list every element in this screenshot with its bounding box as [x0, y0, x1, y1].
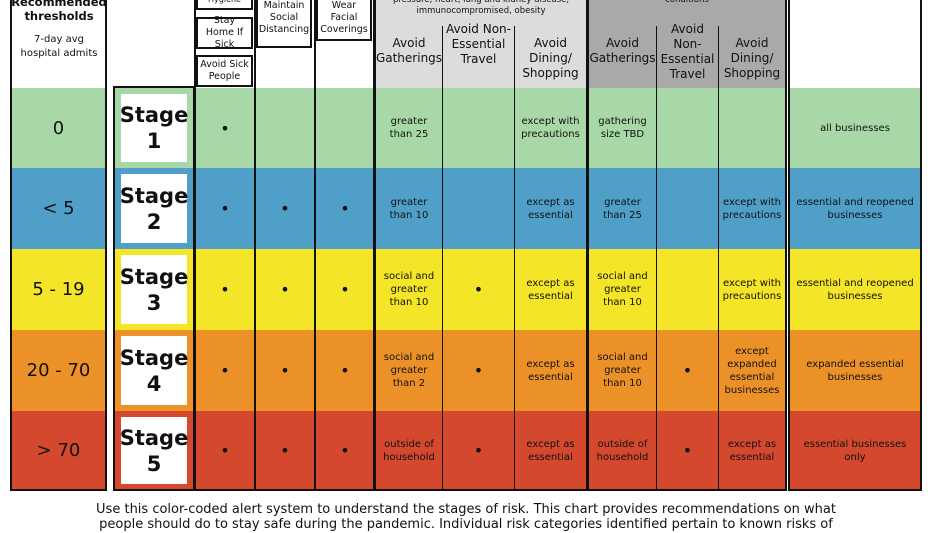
- distancing-dot: •: [280, 441, 290, 460]
- seven-day-avg-label: 7-day avg hospital admits: [20, 34, 98, 59]
- travel-cell-2: [657, 88, 718, 168]
- threshold-cell: 0: [52, 117, 65, 139]
- dining-cell: except as essential: [526, 196, 575, 221]
- gatherings-cell: social and greater than 2: [383, 352, 435, 389]
- travel-cell-2: [657, 168, 718, 249]
- travel-cell: •: [473, 441, 484, 460]
- stage-2-box: Stage 2: [118, 171, 190, 246]
- wear-coverings-box: Wear Facial Coverings: [316, 0, 372, 41]
- gatherings-cell: social and greater than 10: [383, 271, 435, 308]
- gatherings-cell: greater than 10: [389, 196, 429, 221]
- stage-4-box: Stage 4: [118, 333, 190, 408]
- hygiene-dot: •: [220, 280, 230, 299]
- stage-number: 1: [146, 129, 162, 153]
- header-gray-band-2: [588, 0, 786, 88]
- travel-cell: [443, 88, 514, 168]
- business-cell: essential and reopened businesses: [796, 196, 914, 221]
- threshold-frame: [10, 0, 107, 491]
- dining-cell-2: except expanded essential businesses: [724, 345, 780, 396]
- business-cell: essential and reopened businesses: [796, 277, 914, 302]
- distancing-dot: •: [280, 199, 290, 218]
- avoid-dining-header-2: Avoid Dining/ Shopping: [723, 36, 781, 80]
- stage-1-box: Stage 1: [118, 91, 190, 165]
- header-gray-band-1: [375, 0, 587, 88]
- gatherings-cell-2: gathering size TBD: [598, 116, 647, 140]
- dining-cell-2: except with precautions: [722, 277, 782, 302]
- coverings-dot: •: [340, 441, 350, 460]
- dining-cell-2: except with precautions: [722, 196, 782, 221]
- stage-number: 4: [146, 371, 162, 396]
- stay-home-box: Stay Home If Sick: [196, 15, 253, 50]
- divider: [656, 26, 657, 490]
- threshold-cell: 5 - 19: [32, 279, 85, 300]
- travel-cell: •: [473, 361, 484, 380]
- gap-column: [106, 88, 114, 490]
- distancing-dot: •: [280, 280, 290, 299]
- travel-cell-2: •: [682, 441, 693, 460]
- divider: [514, 26, 515, 490]
- gatherings-cell-2: social and greater than 10: [597, 352, 648, 389]
- gatherings-cell-2: greater than 25: [603, 196, 642, 221]
- distancing-dot: •: [280, 361, 290, 380]
- hygiene-dot: •: [220, 199, 230, 218]
- coverings-dot: •: [340, 280, 350, 299]
- travel-cell: [443, 168, 514, 249]
- stage-word: Stage: [119, 183, 189, 208]
- avoid-sick-box: Avoid Sick People: [196, 55, 253, 87]
- thresholds-heading: Recommended thresholds: [11, 0, 107, 23]
- avoid-dining-header-1: Avoid Dining/ Shopping: [522, 36, 579, 80]
- travel-cell-2: [657, 249, 718, 330]
- stage-word: Stage: [119, 103, 189, 127]
- business-frame: [788, 0, 922, 491]
- gatherings-cell: greater than 25: [389, 116, 429, 140]
- caption-line-1: Use this color-coded alert system to und…: [96, 502, 836, 517]
- hygiene-dot: •: [220, 361, 230, 380]
- stage-word: Stage: [119, 345, 189, 370]
- avoid-travel-header-2: Avoid Non-Essential Travel: [660, 22, 715, 81]
- stage-number: 5: [146, 451, 162, 476]
- stage-word: Stage: [119, 264, 189, 289]
- threshold-cell: > 70: [36, 440, 81, 461]
- divider: [718, 26, 719, 490]
- stage-3-box: Stage 3: [118, 252, 190, 327]
- coverings-dot: •: [340, 199, 350, 218]
- gatherings-cell: outside of household: [383, 438, 435, 463]
- avoid-gatherings-header-1: Avoid Gatherings: [375, 36, 443, 65]
- gatherings-cell-2: social and greater than 10: [597, 271, 648, 308]
- maintain-distancing-box: Maintain Social Distancing: [256, 0, 312, 48]
- stage-word: Stage: [119, 425, 189, 450]
- divider: [442, 26, 443, 490]
- travel-cell-2: •: [682, 361, 693, 380]
- dining-cell: except as essential: [526, 438, 575, 463]
- stage-number: 3: [146, 290, 162, 315]
- dining-cell-2: [719, 88, 785, 168]
- coverings-dot: •: [340, 361, 350, 380]
- hygiene-dot: •: [220, 441, 230, 460]
- dining-cell: except with precautions: [521, 116, 580, 140]
- distancing-dot: [256, 88, 314, 168]
- avoid-travel-header-1: Avoid Non-Essential Travel: [446, 22, 511, 66]
- risk-group-1-text: pressure, heart, lung and kidney disease…: [392, 0, 570, 16]
- dining-cell-2: except as essential: [727, 438, 777, 463]
- business-cell: expanded essential businesses: [806, 358, 904, 383]
- dining-cell: except as essential: [526, 358, 575, 383]
- hygiene-dot: •: [220, 118, 230, 138]
- threshold-cell: 20 - 70: [26, 360, 91, 381]
- gatherings-cell-2: outside of household: [596, 438, 649, 463]
- threshold-cell: < 5: [42, 198, 75, 219]
- stage-number: 2: [146, 209, 162, 234]
- risk-group-2-text: conditions: [590, 0, 784, 8]
- hygiene-box: Hygiene: [196, 0, 253, 10]
- stage-5-box: Stage 5: [118, 414, 190, 487]
- travel-cell: •: [473, 280, 484, 299]
- business-cell: all businesses: [820, 122, 890, 134]
- risk-group-2-frame: [587, 0, 787, 491]
- coverings-dot: [316, 88, 374, 168]
- avoid-gatherings-header-2: Avoid Gatherings: [589, 36, 656, 65]
- dining-cell: except as essential: [526, 277, 575, 302]
- caption-line-2: people should do to stay safe during the…: [99, 517, 833, 532]
- business-cell: essential businesses only: [803, 438, 907, 463]
